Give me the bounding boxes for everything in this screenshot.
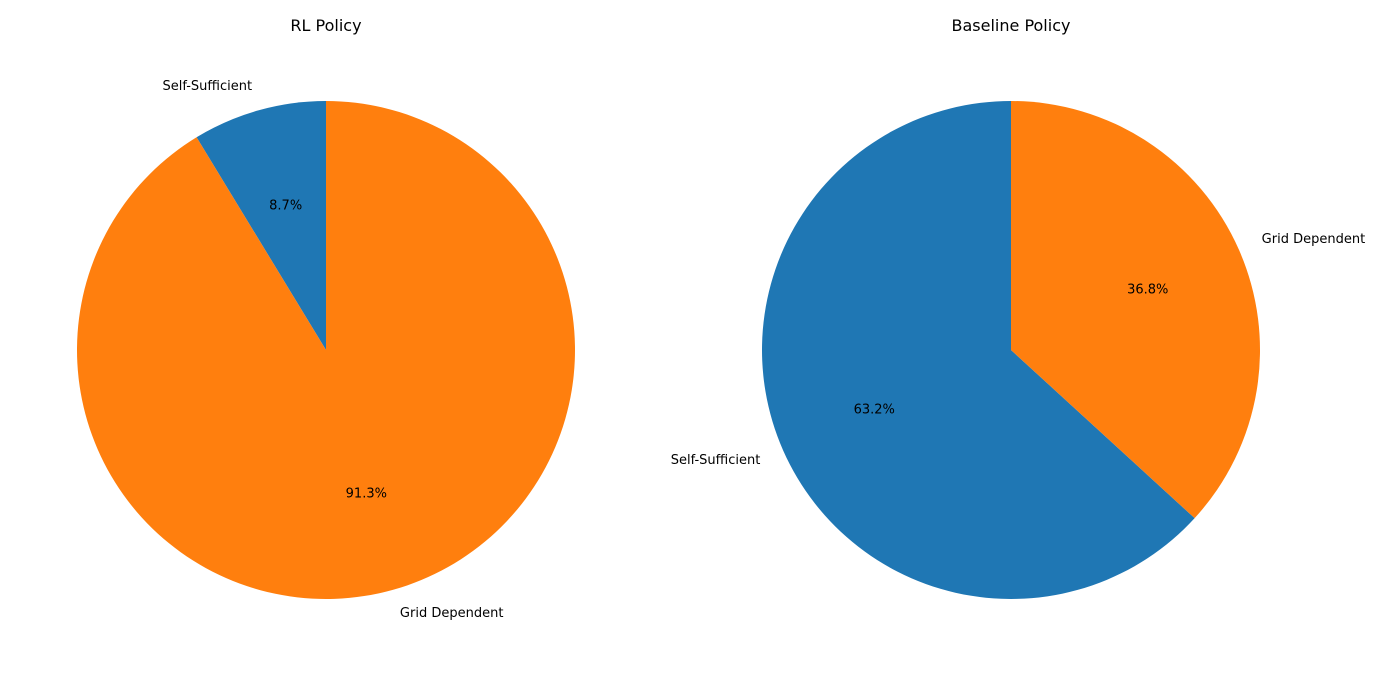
baseline-policy-pct-self-sufficient: 63.2%: [854, 403, 895, 418]
baseline-policy-title: Baseline Policy: [952, 16, 1071, 35]
rl-policy-wedge-self-sufficient: [196, 101, 326, 350]
baseline-policy-label-self-sufficient: Self-Sufficient: [671, 453, 761, 468]
rl-policy-pie: RL Policy Self-Sufficient 8.7% Grid Depend…: [76, 16, 576, 621]
rl-policy-pct-self-sufficient: 8.7%: [269, 199, 302, 214]
baseline-policy-pie: Baseline Policy Self-Sufficient 63.2% Grid…: [671, 16, 1366, 600]
baseline-policy-wedge-self-sufficient: [761, 101, 1195, 600]
rl-policy-title: RL Policy: [290, 16, 361, 35]
rl-policy-pct-grid-dependent: 91.3%: [346, 486, 387, 501]
baseline-policy-wedge-grid-dependent: [1011, 101, 1260, 519]
baseline-policy-label-grid-dependent: Grid Dependent: [1262, 232, 1366, 247]
rl-policy-wedge-grid-dependent: [76, 101, 576, 600]
rl-policy-label-self-sufficient: Self-Sufficient: [162, 79, 252, 94]
baseline-policy-pct-grid-dependent: 36.8%: [1127, 282, 1168, 297]
rl-policy-label-grid-dependent: Grid Dependent: [400, 606, 504, 621]
